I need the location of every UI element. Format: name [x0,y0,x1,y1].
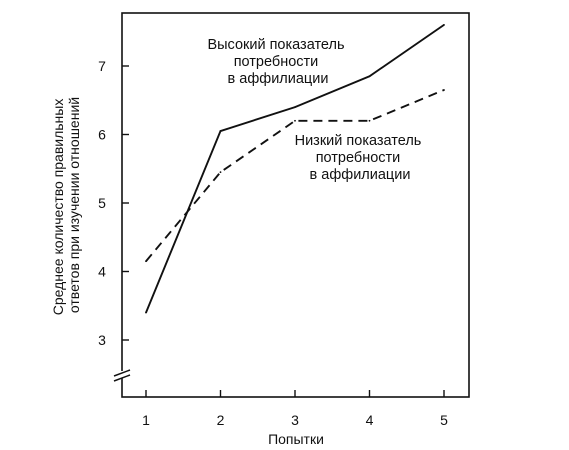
y-axis-title-line-2: ответов при изучении отношений [66,97,82,313]
data-point-high [443,24,445,26]
x-axis-ticks: 1 2 3 4 5 [142,390,448,428]
y-axis-break [113,369,131,382]
x-axis-title: Попытки [268,431,324,447]
annotation-high-line-2: потребности [234,54,319,70]
y-axis-ticks: 3 4 5 6 7 [98,58,129,348]
y-axis-title-line-1: Среднее количество правильных [50,99,66,316]
annotation-high: Высокий показатель потребности в аффилиа… [207,37,348,87]
y-tick-label: 6 [98,127,106,143]
data-point-high [219,130,222,132]
x-tick-label: 5 [440,412,448,428]
data-point-high [145,311,147,314]
annotation-low: Низкий показатель потребности в аффилиац… [295,133,426,183]
annotation-high-line-3: в аффилиации [228,71,329,87]
data-point-high [368,75,371,78]
series-line-low [145,89,445,262]
annotation-low-line-2: потребности [316,150,401,166]
y-tick-label: 3 [98,332,106,348]
annotation-low-line-3: в аффилиации [310,167,411,183]
data-point-low [294,119,296,122]
y-axis-title: Среднее количество правильных ответов пр… [50,95,82,316]
annotation-high-line-1: Высокий показатель [207,37,344,53]
data-point-low [145,260,147,263]
data-point-low [219,171,222,174]
x-tick-label: 2 [217,412,225,428]
y-tick-label: 7 [98,58,106,74]
x-tick-label: 4 [366,412,374,428]
data-point-low [368,119,371,122]
y-tick-label: 5 [98,195,106,211]
x-tick-label: 1 [142,412,150,428]
annotation-low-line-1: Низкий показатель [295,133,422,149]
x-tick-label: 3 [291,412,299,428]
series-lines [145,24,445,314]
data-point-low [443,89,445,91]
data-point-high [294,106,296,108]
y-tick-label: 4 [98,264,106,280]
